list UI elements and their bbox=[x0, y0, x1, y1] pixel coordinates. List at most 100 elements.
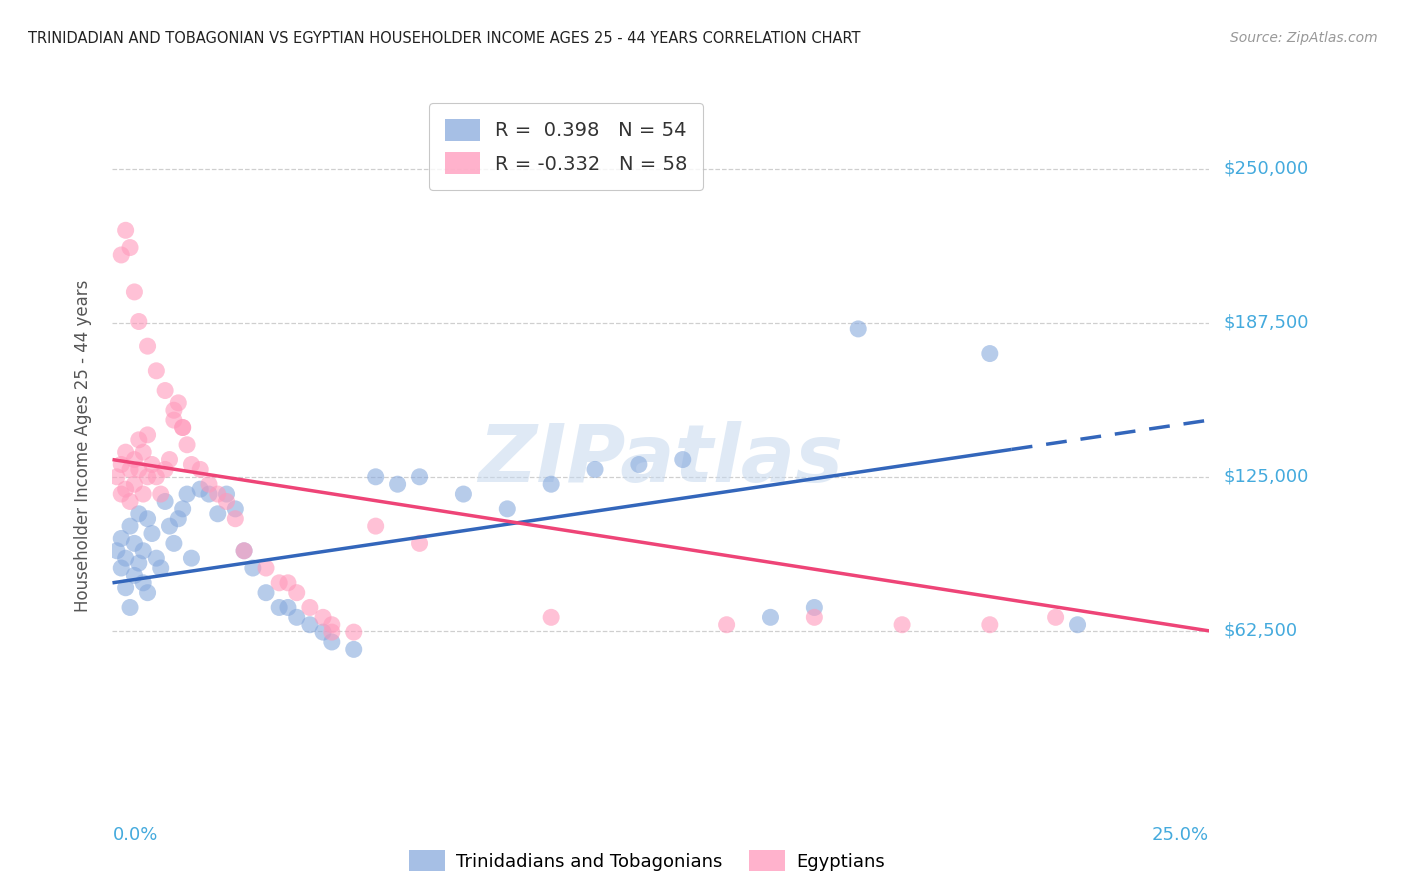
Point bbox=[321, 617, 343, 632]
Point bbox=[321, 635, 343, 649]
Point bbox=[312, 625, 335, 640]
Point bbox=[114, 482, 136, 496]
Point bbox=[224, 501, 246, 516]
Point bbox=[163, 536, 186, 550]
Point bbox=[136, 428, 159, 442]
Point bbox=[207, 487, 229, 501]
Point bbox=[118, 241, 141, 255]
Point bbox=[583, 462, 606, 476]
Point bbox=[207, 507, 229, 521]
Point bbox=[153, 494, 176, 508]
Point bbox=[343, 642, 366, 657]
Y-axis label: Householder Income Ages 25 - 44 years: Householder Income Ages 25 - 44 years bbox=[73, 280, 91, 612]
Point bbox=[672, 452, 695, 467]
Point bbox=[364, 470, 387, 484]
Point bbox=[128, 507, 150, 521]
Point bbox=[149, 487, 172, 501]
Point bbox=[110, 248, 132, 262]
Point bbox=[132, 487, 155, 501]
Point bbox=[176, 487, 198, 501]
Point bbox=[540, 610, 562, 624]
Point bbox=[110, 532, 132, 546]
Point bbox=[110, 561, 132, 575]
Point bbox=[321, 625, 343, 640]
Point bbox=[163, 413, 186, 427]
Point bbox=[172, 420, 194, 434]
Point bbox=[153, 462, 176, 476]
Point bbox=[233, 543, 256, 558]
Point bbox=[1066, 617, 1088, 632]
Point bbox=[803, 610, 825, 624]
Point bbox=[188, 462, 211, 476]
Text: 0.0%: 0.0% bbox=[112, 826, 157, 844]
Point bbox=[124, 477, 146, 491]
Text: 25.0%: 25.0% bbox=[1152, 826, 1209, 844]
Point bbox=[105, 543, 128, 558]
Text: ZIPatlas: ZIPatlas bbox=[478, 420, 844, 499]
Point bbox=[408, 470, 430, 484]
Point bbox=[145, 470, 167, 484]
Point bbox=[132, 543, 155, 558]
Point bbox=[759, 610, 782, 624]
Point bbox=[110, 458, 132, 472]
Point bbox=[254, 561, 277, 575]
Point bbox=[285, 610, 308, 624]
Point bbox=[803, 600, 825, 615]
Point bbox=[141, 526, 163, 541]
Point bbox=[114, 445, 136, 459]
Point bbox=[298, 617, 321, 632]
Point bbox=[198, 477, 221, 491]
Point bbox=[110, 487, 132, 501]
Point bbox=[141, 458, 163, 472]
Point bbox=[167, 396, 190, 410]
Text: $125,000: $125,000 bbox=[1223, 467, 1309, 486]
Point bbox=[188, 482, 211, 496]
Point bbox=[215, 487, 238, 501]
Point bbox=[224, 512, 246, 526]
Point bbox=[285, 585, 308, 599]
Point bbox=[114, 581, 136, 595]
Point bbox=[215, 494, 238, 508]
Point bbox=[298, 600, 321, 615]
Point bbox=[343, 625, 366, 640]
Point bbox=[163, 403, 186, 417]
Point bbox=[180, 551, 202, 566]
Point bbox=[176, 438, 198, 452]
Legend: Trinidadians and Tobagonians, Egyptians: Trinidadians and Tobagonians, Egyptians bbox=[402, 843, 891, 879]
Text: $62,500: $62,500 bbox=[1223, 622, 1298, 640]
Point bbox=[172, 420, 194, 434]
Point bbox=[1045, 610, 1067, 624]
Point bbox=[128, 462, 150, 476]
Point bbox=[233, 543, 256, 558]
Point bbox=[128, 433, 150, 447]
Point bbox=[132, 575, 155, 590]
Point bbox=[118, 600, 141, 615]
Point bbox=[269, 600, 291, 615]
Point bbox=[408, 536, 430, 550]
Point bbox=[132, 445, 155, 459]
Point bbox=[496, 501, 519, 516]
Point bbox=[277, 600, 299, 615]
Point bbox=[145, 364, 167, 378]
Point bbox=[149, 561, 172, 575]
Point bbox=[118, 519, 141, 533]
Point bbox=[364, 519, 387, 533]
Point bbox=[124, 452, 146, 467]
Text: $187,500: $187,500 bbox=[1223, 314, 1309, 332]
Point bbox=[118, 462, 141, 476]
Point bbox=[254, 585, 277, 599]
Point bbox=[118, 494, 141, 508]
Point bbox=[159, 519, 181, 533]
Point bbox=[180, 458, 202, 472]
Point bbox=[198, 487, 221, 501]
Point bbox=[277, 575, 299, 590]
Point bbox=[979, 346, 1001, 360]
Text: $250,000: $250,000 bbox=[1223, 160, 1309, 178]
Legend: R =  0.398   N = 54, R = -0.332   N = 58: R = 0.398 N = 54, R = -0.332 N = 58 bbox=[429, 103, 703, 190]
Point bbox=[891, 617, 914, 632]
Point bbox=[124, 568, 146, 582]
Point bbox=[114, 551, 136, 566]
Point bbox=[540, 477, 562, 491]
Point bbox=[128, 556, 150, 570]
Point bbox=[453, 487, 475, 501]
